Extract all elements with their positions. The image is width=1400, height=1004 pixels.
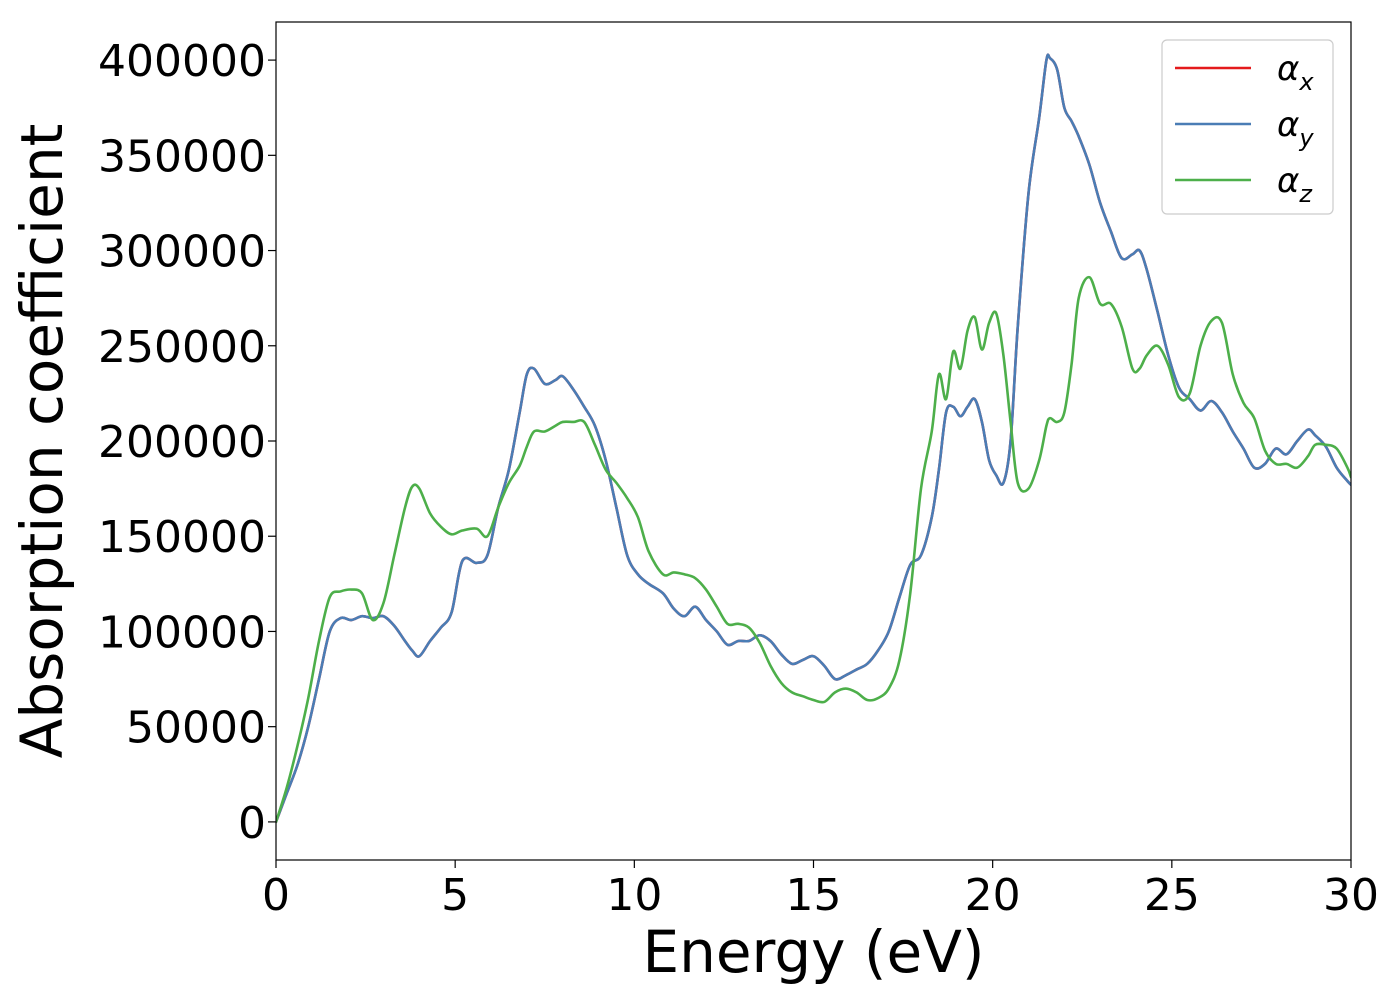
legend-label-x: αx — [1277, 49, 1314, 96]
legend-box — [1161, 39, 1334, 215]
y-tick-label: 200000 — [98, 417, 266, 468]
x-tick-label: 0 — [262, 870, 290, 921]
y-axis-ticks: 0 50000 100000 150000 200000 250000 300000 3500… — [98, 36, 276, 849]
x-tick-label: 5 — [441, 870, 469, 921]
legend-label-z: αz — [1277, 161, 1313, 208]
x-axis-label: Energy (eV) — [642, 918, 984, 986]
x-tick-label: 30 — [1323, 870, 1379, 921]
y-axis-label: Absorption coefficient — [8, 124, 76, 759]
legend-label-base: α — [1277, 105, 1299, 145]
legend-label-subscript: y — [1298, 124, 1314, 152]
x-axis-ticks: 0 5 10 15 20 25 30 — [262, 860, 1379, 921]
legend-label-base: α — [1277, 161, 1299, 201]
y-tick-label: 100000 — [98, 607, 266, 658]
legend-label-subscript: x — [1298, 68, 1314, 96]
series-layer — [276, 53, 1351, 824]
y-tick-label: 250000 — [98, 322, 266, 373]
y-tick-label: 150000 — [98, 512, 266, 563]
y-tick-label: 0 — [238, 798, 266, 849]
legend-label-base: α — [1277, 49, 1299, 89]
series-line-z — [276, 275, 1351, 824]
y-tick-label: 400000 — [98, 36, 266, 87]
x-tick-label: 25 — [1144, 870, 1200, 921]
legend-label-y: αy — [1277, 105, 1314, 152]
series-line-y — [276, 53, 1351, 824]
y-tick-label: 300000 — [98, 227, 266, 278]
y-tick-label: 50000 — [126, 703, 266, 754]
y-tick-label: 350000 — [98, 131, 266, 182]
x-tick-label: 20 — [965, 870, 1021, 921]
x-tick-label: 10 — [606, 870, 662, 921]
legend-label-subscript: z — [1298, 180, 1313, 208]
x-tick-label: 15 — [786, 870, 842, 921]
